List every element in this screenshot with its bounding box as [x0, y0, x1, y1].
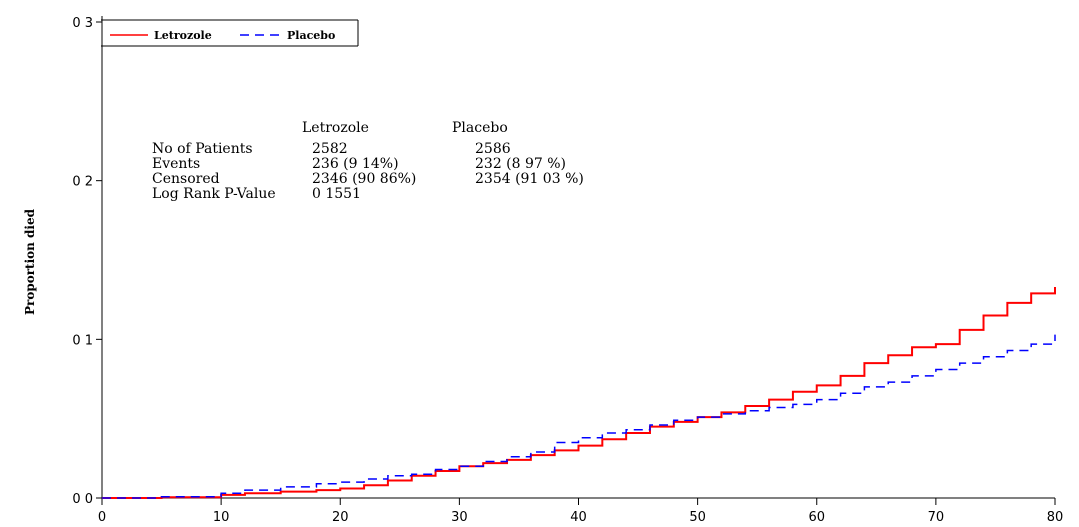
stats-row-label: Censored — [152, 171, 220, 187]
stats-row-letrozole: 0 1551 — [312, 186, 361, 202]
stats-row-label: Events — [152, 156, 200, 172]
stats-header-placebo: Placebo — [452, 120, 508, 136]
x-tick-label: 40 — [570, 510, 587, 525]
x-tick-label: 50 — [689, 510, 706, 525]
series-layer — [102, 286, 1056, 499]
x-tick-label: 60 — [808, 510, 825, 525]
y-tick-label: 0 1 — [72, 333, 93, 348]
stats-row-letrozole: 2346 (90 86%) — [312, 171, 416, 187]
x-tick-label: 80 — [1047, 510, 1064, 525]
stats-table: Letrozole Placebo No of Patients 2582 25… — [152, 120, 584, 202]
axes — [101, 16, 1055, 499]
x-tick-label: 10 — [213, 510, 230, 525]
legend: Letrozole Placebo — [101, 19, 359, 47]
stats-row-placebo: 2586 — [475, 141, 511, 157]
series-line-letrozole — [102, 286, 1056, 499]
x-tick-label: 20 — [332, 510, 349, 525]
stats-header-letrozole: Letrozole — [302, 120, 369, 136]
stats-row-placebo: 2354 (91 03 %) — [475, 171, 584, 187]
legend-label-placebo: Placebo — [287, 29, 335, 42]
tick-marks: 0 10 20 30 40 50 60 70 80 0 0 0 1 0 2 0 3 — [72, 16, 1063, 525]
y-tick-label: 0 3 — [72, 16, 93, 31]
x-tick-label: 0 — [98, 510, 106, 525]
stats-row-letrozole: 236 (9 14%) — [312, 156, 399, 172]
legend-label-letrozole: Letrozole — [154, 29, 212, 42]
y-tick-label: 0 0 — [72, 492, 93, 507]
stats-row-label: Log Rank P-Value — [152, 186, 276, 202]
x-tick-label: 30 — [451, 510, 468, 525]
stats-row-placebo: 232 (8 97 %) — [475, 156, 566, 172]
series-line-placebo — [102, 334, 1056, 499]
x-tick-label: 70 — [928, 510, 945, 525]
y-tick-label: 0 2 — [72, 175, 93, 190]
stats-row-letrozole: 2582 — [312, 141, 348, 157]
stats-row-label: No of Patients — [152, 141, 253, 157]
y-axis-label: Proportion died — [23, 208, 37, 315]
